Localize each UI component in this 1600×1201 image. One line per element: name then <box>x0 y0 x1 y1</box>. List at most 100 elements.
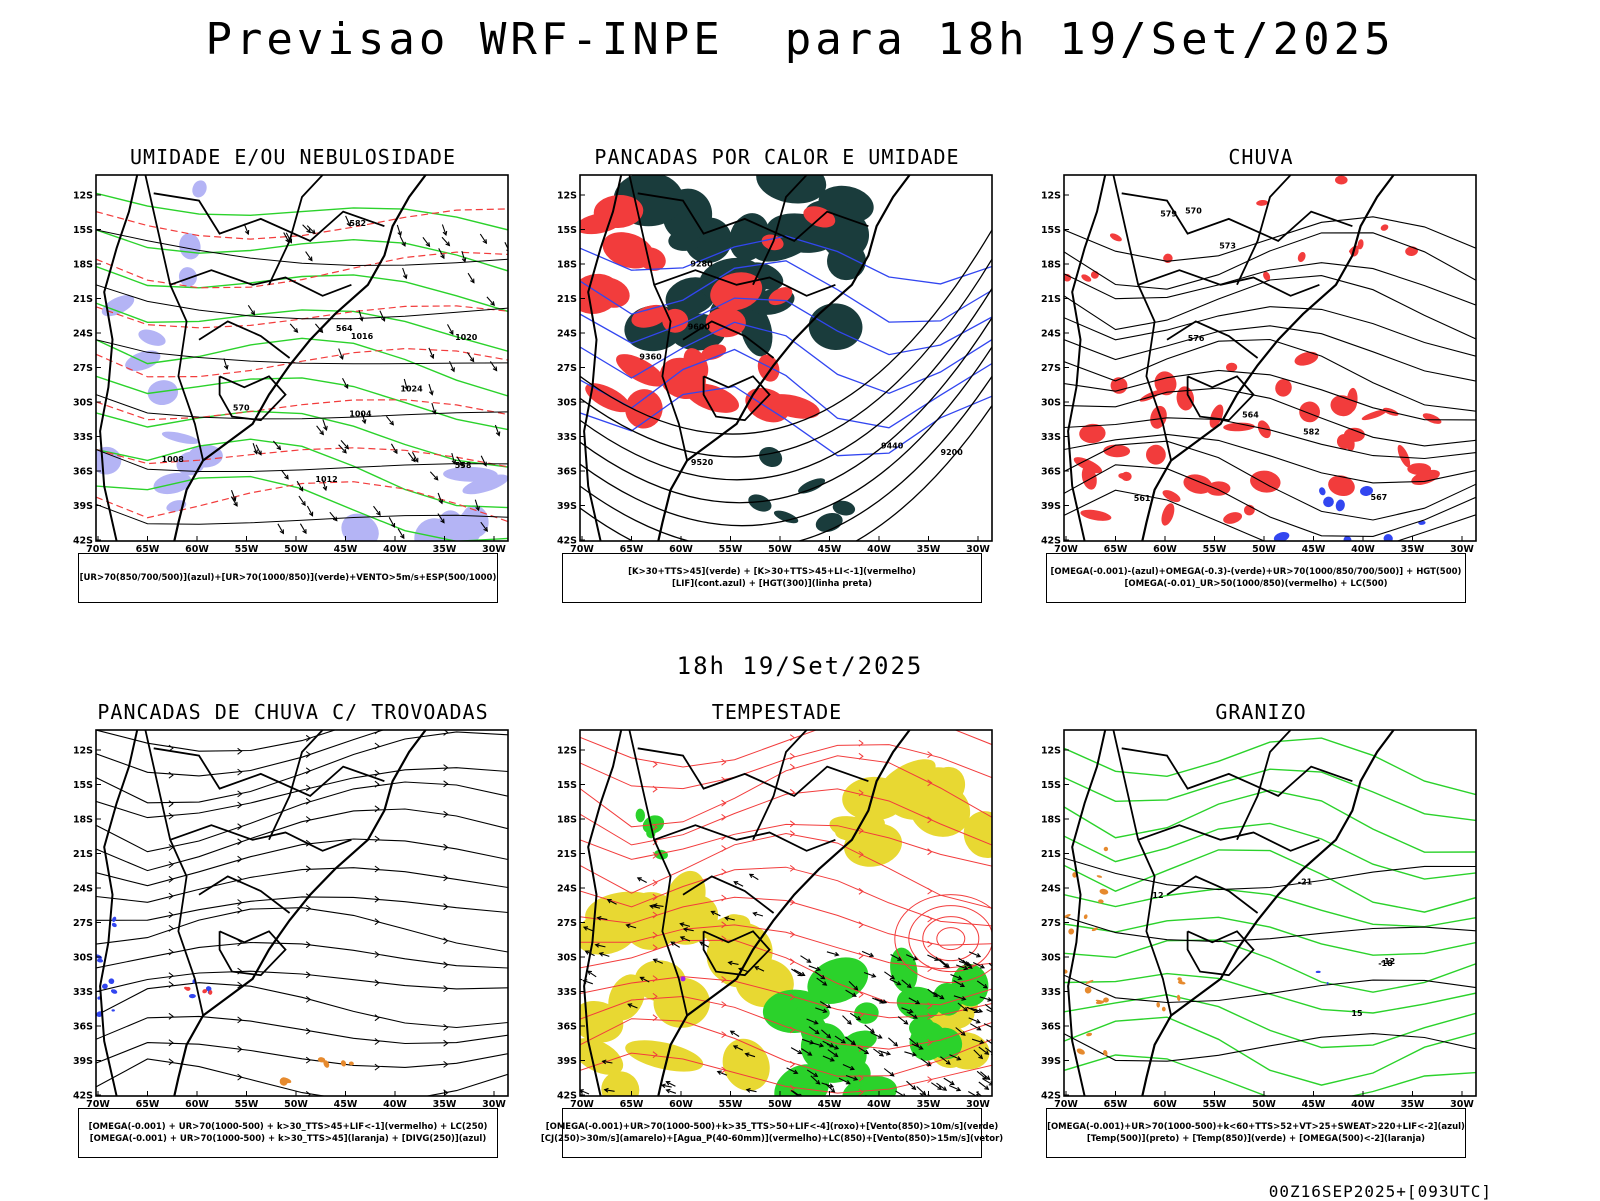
lat-label: 42S <box>1041 1091 1061 1102</box>
streamline <box>96 731 508 804</box>
map-frame <box>1063 729 1477 1097</box>
rain-area <box>1118 472 1131 480</box>
contour-label: 9520 <box>691 458 714 467</box>
contour-label: 12 <box>1152 891 1163 900</box>
wind-vector <box>970 1023 981 1031</box>
low-level-streamline <box>580 744 992 790</box>
vector-head <box>250 310 256 316</box>
country-border <box>218 375 287 422</box>
wind-vector <box>428 347 434 359</box>
vector-head <box>440 254 445 260</box>
thunderstorm-area <box>317 1057 326 1063</box>
flow-arrow <box>168 861 174 868</box>
wind-vector <box>808 1026 820 1035</box>
lon-label: 35W <box>433 544 457 555</box>
vector-head <box>343 383 349 390</box>
wind-vector <box>897 1016 908 1025</box>
instability-area <box>740 302 773 357</box>
lat-label: 27S <box>73 363 93 374</box>
valid-time-title: 18h 19/Set/2025 <box>676 652 924 680</box>
omega-area <box>1103 997 1109 1003</box>
wind-vector <box>438 248 445 259</box>
wind-vector <box>602 1060 613 1064</box>
wind-vector <box>911 1043 923 1050</box>
vector-head <box>302 529 307 535</box>
jet-stream-area <box>621 892 681 950</box>
vector-head <box>596 915 602 921</box>
thickness-contour <box>96 481 508 523</box>
humidity-patch <box>341 513 379 541</box>
vector-head <box>933 992 939 998</box>
lon-label: 50W <box>1252 544 1276 555</box>
wind-vector <box>329 511 338 521</box>
divergence-area <box>188 993 196 999</box>
vector-head <box>244 229 250 236</box>
wind-vector <box>340 440 349 449</box>
lat-label: 12S <box>557 191 577 202</box>
vector-head <box>896 980 902 986</box>
rh-contour <box>96 265 508 313</box>
vector-head <box>822 981 828 986</box>
flow-arrow <box>237 855 243 863</box>
lon-label: 65W <box>620 544 644 555</box>
vector-head <box>815 1080 821 1085</box>
thickness-contour <box>96 447 508 468</box>
wind-vector <box>948 1084 961 1091</box>
wind-vector <box>252 443 258 454</box>
instability-area <box>832 500 856 516</box>
vector-head <box>433 475 439 481</box>
rain-area <box>1275 378 1292 397</box>
wind-vector <box>845 989 857 997</box>
country-border <box>752 730 808 841</box>
wind-vector <box>874 998 887 1004</box>
low-level-streamline <box>580 832 992 909</box>
thickness-contour <box>96 251 508 289</box>
vector-head <box>346 221 351 227</box>
thunderstorm-area <box>340 1060 347 1067</box>
vector-head <box>890 974 896 980</box>
legend-line-1: [OMEGA(-0.001) + UR>70(1000-500) + k>30_… <box>88 1122 488 1132</box>
lat-label: 15S <box>557 780 577 791</box>
flow-arrow <box>721 921 727 929</box>
lat-label: 18S <box>557 260 577 271</box>
flow-arrow <box>168 911 174 919</box>
low-level-streamline <box>580 1052 992 1094</box>
strong-instability-area <box>616 354 665 387</box>
rain-area <box>1073 457 1103 474</box>
vector-head <box>390 523 396 529</box>
vector-head <box>652 958 658 964</box>
vector-head <box>636 877 642 882</box>
temperature-850-contour <box>1064 789 1476 853</box>
flow-arrow <box>305 751 312 758</box>
rh-contour <box>96 192 508 231</box>
wind-vector <box>447 324 454 335</box>
contour-label: 1020 <box>455 333 478 342</box>
map-content <box>580 730 992 1096</box>
wind-vector <box>298 495 306 506</box>
flow-arrow <box>237 801 243 809</box>
vector-head <box>510 281 513 285</box>
east-coastline <box>657 730 911 1096</box>
rain-area <box>1361 409 1387 421</box>
flow-arrow <box>374 805 380 813</box>
strong-instability-area <box>593 195 644 228</box>
lat-label: 33S <box>73 987 93 998</box>
lat-label: 27S <box>73 918 93 929</box>
wind-vector <box>984 1003 992 1011</box>
flow-arrow <box>789 734 796 741</box>
vector-head <box>606 899 612 904</box>
omega-area <box>1323 496 1334 508</box>
wind-vector <box>870 1032 882 1039</box>
omega-area <box>1091 927 1098 932</box>
vector-head <box>840 1038 846 1044</box>
wind-vector <box>826 951 839 956</box>
flow-arrow <box>237 790 243 798</box>
lat-label: 39S <box>557 1056 577 1067</box>
vector-head <box>231 496 237 502</box>
lat-label: 39S <box>73 1056 93 1067</box>
wind-vector <box>790 1089 800 1096</box>
contour-label: 582 <box>1303 428 1320 437</box>
thunderstorm-area <box>323 1060 330 1068</box>
flow-arrow <box>927 1076 933 1083</box>
lon-label: 50W <box>284 544 308 555</box>
